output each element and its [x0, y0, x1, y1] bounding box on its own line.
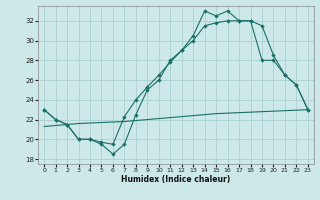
X-axis label: Humidex (Indice chaleur): Humidex (Indice chaleur): [121, 175, 231, 184]
